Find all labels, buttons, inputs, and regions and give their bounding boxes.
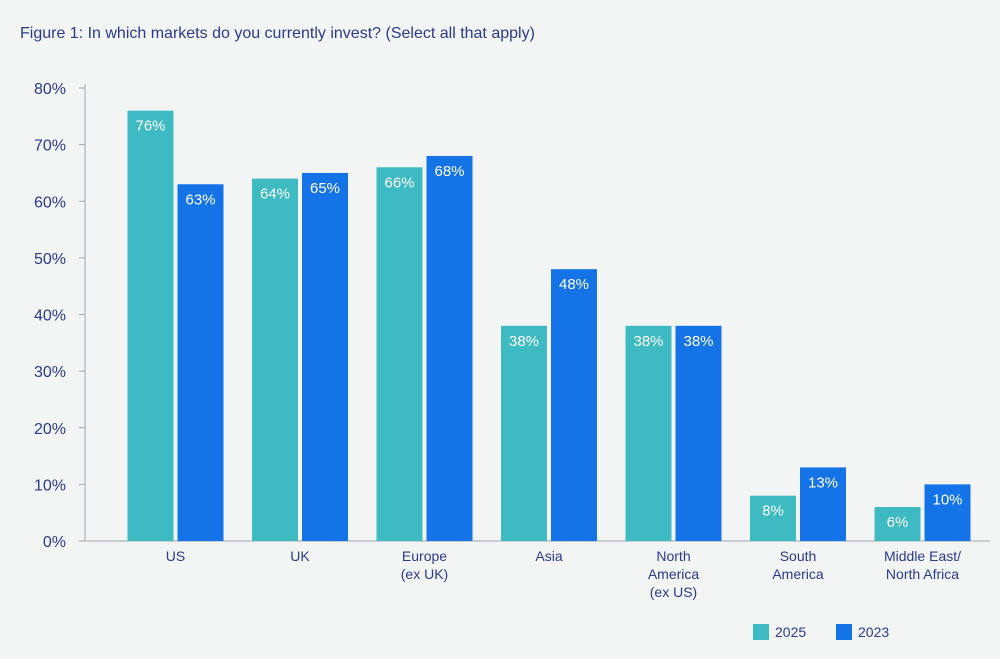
y-tick-label: 50%	[34, 251, 66, 268]
x-category-label: Middle East/North Africa	[884, 548, 961, 582]
bar-2023	[302, 172, 348, 541]
data-label: 38%	[633, 333, 663, 350]
x-axis-labels: US UK Europe (ex UK) Asia North America (ex US)…	[166, 548, 961, 600]
data-label: 76%	[135, 118, 165, 135]
bar-2025	[376, 167, 423, 541]
data-label: 68%	[434, 163, 464, 180]
data-label: 48%	[559, 276, 589, 293]
data-label: 38%	[683, 333, 713, 350]
bar-2025	[127, 110, 174, 542]
bar-2023	[551, 269, 597, 541]
y-tick-label: 60%	[34, 194, 66, 211]
legend-label-2023: 2023	[858, 624, 889, 640]
data-label: 38%	[509, 333, 539, 350]
data-label: 66%	[384, 174, 414, 191]
data-label: 8%	[762, 503, 784, 520]
data-label: 65%	[310, 180, 340, 197]
bar-2025	[501, 325, 547, 541]
y-tick-label: 80%	[34, 81, 66, 98]
bar-2025	[625, 325, 672, 541]
x-category-label: North America (ex US)	[648, 548, 700, 600]
data-label: 63%	[185, 191, 215, 208]
y-tick-label: 10%	[34, 477, 66, 494]
x-category-label: UK	[290, 548, 310, 564]
data-label: 13%	[808, 474, 838, 491]
bar-2023	[177, 184, 224, 541]
y-tick-label: 0%	[43, 534, 66, 551]
data-label: 6%	[887, 514, 909, 531]
data-label: 10%	[932, 491, 962, 508]
bar-2023	[675, 325, 722, 541]
bar-2025	[252, 178, 298, 541]
legend-swatch-2025	[753, 624, 769, 640]
bar-2023	[426, 155, 473, 541]
bar-2025	[874, 507, 921, 541]
legend-swatch-2023	[836, 624, 852, 640]
y-tick-label: 70%	[34, 138, 66, 155]
bars: 76% 63% 64% 65% 66% 68% 38% 48% 38% 38% 8% 13% 6% 10%	[127, 110, 971, 542]
x-category-label: US	[166, 548, 185, 564]
bar-2025	[750, 495, 796, 541]
y-tick-label: 40%	[34, 308, 66, 325]
chart-title: Figure 1: In which markets do you curren…	[20, 25, 535, 42]
legend-label-2025: 2025	[775, 624, 806, 640]
bar-2023	[800, 467, 846, 541]
y-tick-label: 20%	[34, 421, 66, 438]
legend: 2025 2023	[753, 624, 889, 640]
x-category-label: Asia	[535, 548, 562, 564]
y-axis: 0% 10% 20% 30% 40% 50% 60% 70% 80%	[34, 81, 990, 551]
y-tick-label: 30%	[34, 364, 66, 381]
x-category-label: South America	[772, 548, 824, 582]
data-label: 64%	[260, 186, 290, 203]
bar-2023	[924, 484, 971, 541]
x-category-label: Europe (ex UK)	[401, 548, 448, 582]
